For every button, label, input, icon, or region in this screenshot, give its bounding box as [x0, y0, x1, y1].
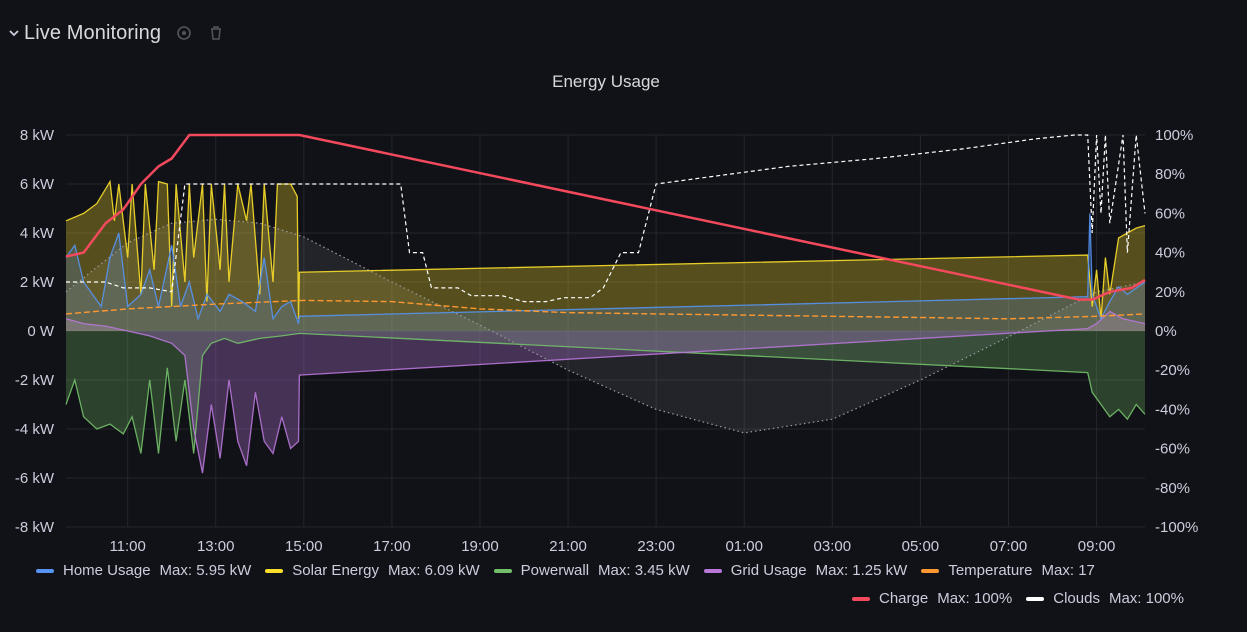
legend-max: Max: 17 — [1041, 562, 1095, 579]
legend-swatch — [852, 596, 870, 601]
y-left-tick-label: 2 kW — [20, 274, 55, 291]
y-axis-left: -8 kW -6 kW -4 kW -2 kW 0 W 2 kW 4 kW 6 kW 8 kW — [15, 127, 55, 536]
legend-item-home-usage[interactable]: Home Usage Max: 5.95 kW — [36, 562, 251, 579]
legend-swatch — [921, 568, 940, 573]
home-usage-line — [65, 213, 1146, 324]
legend-label: Solar Energy — [292, 562, 379, 579]
legend-swatch — [1026, 596, 1045, 601]
x-tick-label: 03:00 — [814, 538, 852, 555]
legend-swatch — [36, 568, 54, 573]
clouds-line — [66, 134, 1146, 303]
y-left-tick-label: -6 kW — [15, 470, 55, 487]
legend-max: Max: 5.95 kW — [159, 562, 252, 579]
series-lines — [65, 133, 1146, 474]
legend-item-clouds[interactable]: Clouds Max: 100% — [1026, 590, 1184, 607]
x-tick-label: 09:00 — [1078, 538, 1116, 555]
legend-swatch — [493, 568, 512, 573]
legend-swatch — [703, 568, 722, 573]
y-right-tick-label: 100% — [1155, 127, 1193, 144]
panel-title: Energy Usage — [552, 72, 660, 91]
y-left-tick-label: 8 kW — [20, 127, 55, 144]
legend-swatch — [265, 568, 284, 573]
home-usage-area — [66, 213, 1145, 331]
row-title[interactable]: Live Monitoring — [24, 21, 162, 44]
solar-energy-area — [66, 181, 1145, 331]
y-right-tick-label: 40% — [1155, 245, 1185, 262]
y-right-tick-label: -20% — [1155, 362, 1190, 379]
y-right-tick-label: -100% — [1155, 519, 1198, 536]
legend-label: Clouds — [1053, 590, 1100, 607]
x-tick-label: 13:00 — [197, 538, 235, 555]
x-tick-label: 17:00 — [373, 538, 411, 555]
chevron-down-icon[interactable] — [8, 27, 20, 39]
powerwall-line — [65, 332, 1146, 454]
legend-item-charge[interactable]: Charge Max: 100% — [852, 590, 1012, 607]
legend-row-1: Home Usage Max: 5.95 kW Solar Energy Max: 6… — [36, 562, 1109, 579]
row-header[interactable]: Live Monitoring — [8, 18, 225, 48]
y-axis-right: -100% -80% -60% -40% -20% 0% 20% 40% 60% 80% 100% — [1155, 127, 1198, 536]
grid-usage-area — [66, 311, 1145, 474]
x-tick-label: 05:00 — [902, 538, 940, 555]
x-tick-label: 21:00 — [549, 538, 587, 555]
y-right-tick-label: -60% — [1155, 441, 1190, 458]
x-axis: 11:00 13:00 15:00 17:00 19:00 21:00 23:00 01:00… — [109, 538, 1115, 555]
y-left-tick-label: -2 kW — [15, 372, 55, 389]
y-right-tick-label: 0% — [1155, 323, 1177, 340]
legend-label: Charge — [879, 590, 929, 607]
y-left-tick-label: -4 kW — [15, 421, 55, 438]
legend-label: Temperature — [948, 562, 1033, 579]
x-tick-label: 19:00 — [461, 538, 499, 555]
y-left-tick-label: 0 W — [27, 323, 55, 340]
legend-max: Max: 3.45 kW — [598, 562, 690, 579]
legend-label: Home Usage — [63, 562, 151, 579]
grid-usage-line — [65, 310, 1146, 474]
y-right-tick-label: -40% — [1155, 401, 1190, 418]
x-tick-label: 15:00 — [285, 538, 323, 555]
x-tick-label: 23:00 — [637, 538, 675, 555]
legend-max: Max: 100% — [1108, 590, 1184, 607]
y-left-tick-label: 6 kW — [20, 176, 55, 193]
sun-elevation-area — [66, 219, 1145, 433]
x-tick-label: 07:00 — [990, 538, 1028, 555]
legend-label: Grid Usage — [730, 562, 807, 579]
legend-max: Max: 1.25 kW — [815, 562, 908, 579]
legend-item-grid-usage[interactable]: Grid Usage Max: 1.25 kW — [703, 562, 908, 579]
x-tick-label: 01:00 — [725, 538, 763, 555]
legend-label: Powerwall — [520, 562, 590, 579]
settings-icon[interactable] — [175, 24, 193, 42]
y-right-tick-label: 20% — [1155, 284, 1185, 301]
legend-row-2: Charge Max: 100% Clouds Max: 100% — [852, 590, 1198, 607]
legend-max: Max: 100% — [937, 590, 1013, 607]
legend-item-temperature[interactable]: Temperature Max: 17 — [921, 562, 1095, 579]
charge-line — [65, 133, 1146, 301]
legend-max: Max: 6.09 kW — [387, 562, 480, 579]
trash-icon[interactable] — [207, 24, 225, 42]
y-right-tick-label: 60% — [1155, 205, 1185, 222]
y-right-tick-label: 80% — [1155, 166, 1185, 183]
legend-item-powerwall[interactable]: Powerwall Max: 3.45 kW — [493, 562, 690, 579]
y-right-tick-label: -80% — [1155, 480, 1190, 497]
x-tick-label: 11:00 — [109, 538, 145, 555]
y-left-tick-label: -8 kW — [15, 519, 55, 536]
sun-elevation-line — [65, 218, 1146, 434]
legend-item-solar-energy[interactable]: Solar Energy Max: 6.09 kW — [265, 562, 480, 579]
y-left-tick-label: 4 kW — [20, 225, 55, 242]
temperature-line — [65, 299, 1146, 320]
